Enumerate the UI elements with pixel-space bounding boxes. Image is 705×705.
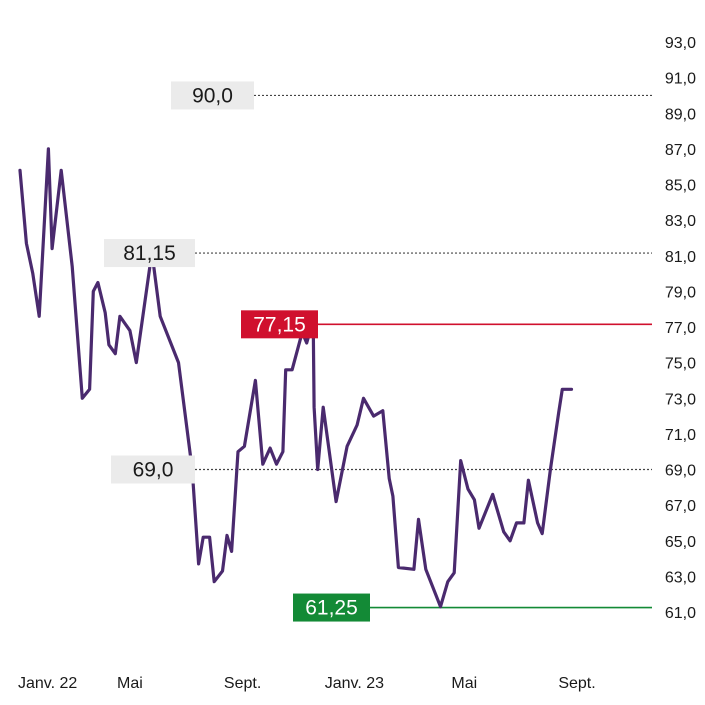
y-tick-label: 93,0 bbox=[665, 35, 696, 52]
y-tick-label: 91,0 bbox=[665, 71, 696, 88]
x-tick-label: Janv. 22 bbox=[18, 675, 77, 692]
reference-label-box-0 bbox=[171, 81, 254, 110]
y-tick-label: 65,0 bbox=[665, 534, 696, 551]
reference-label-box-2 bbox=[241, 310, 318, 339]
reference-label-box-4 bbox=[293, 593, 370, 622]
x-tick-label: Sept. bbox=[224, 675, 261, 692]
y-tick-label: 77,0 bbox=[665, 320, 696, 337]
reference-label-box-3 bbox=[111, 455, 195, 484]
x-tick-label: Mai bbox=[117, 675, 143, 692]
series-layer bbox=[18, 147, 574, 609]
y-tick-label: 89,0 bbox=[665, 106, 696, 123]
y-tick-label: 63,0 bbox=[665, 569, 696, 586]
reference-label-4: 61,25 bbox=[305, 597, 358, 620]
y-tick-label: 67,0 bbox=[665, 498, 696, 515]
reference-label-0: 90,0 bbox=[192, 84, 233, 107]
x-axis: Janv. 22 Mai Sept. Janv. 23 Mai Sept. bbox=[18, 675, 596, 692]
y-tick-label: 61,0 bbox=[665, 605, 696, 622]
series-line-0 bbox=[18, 147, 574, 609]
reference-labels: 90,0 81,15 77,15 69,0 61,25 bbox=[104, 81, 370, 622]
x-tick-label: Janv. 23 bbox=[325, 675, 384, 692]
y-tick-label: 69,0 bbox=[665, 463, 696, 480]
x-tick-label: Mai bbox=[451, 675, 477, 692]
x-tick-label: Sept. bbox=[558, 675, 595, 692]
reference-label-2: 77,15 bbox=[253, 313, 306, 336]
reference-label-3: 69,0 bbox=[133, 459, 174, 482]
y-tick-label: 83,0 bbox=[665, 213, 696, 230]
y-tick-label: 73,0 bbox=[665, 391, 696, 408]
reference-label-box-1 bbox=[104, 239, 195, 268]
reference-lines bbox=[195, 94, 652, 609]
y-tick-label: 79,0 bbox=[665, 284, 696, 301]
y-tick-label: 85,0 bbox=[665, 178, 696, 195]
y-tick-label: 81,0 bbox=[665, 249, 696, 266]
y-tick-label: 75,0 bbox=[665, 356, 696, 373]
reference-label-1: 81,15 bbox=[123, 242, 176, 265]
y-axis: 61,0 63,0 65,0 67,0 69,0 71,0 73,0 75,0 77,0 79,0… bbox=[665, 35, 696, 622]
y-tick-label: 71,0 bbox=[665, 427, 696, 444]
y-tick-label: 87,0 bbox=[665, 142, 696, 159]
